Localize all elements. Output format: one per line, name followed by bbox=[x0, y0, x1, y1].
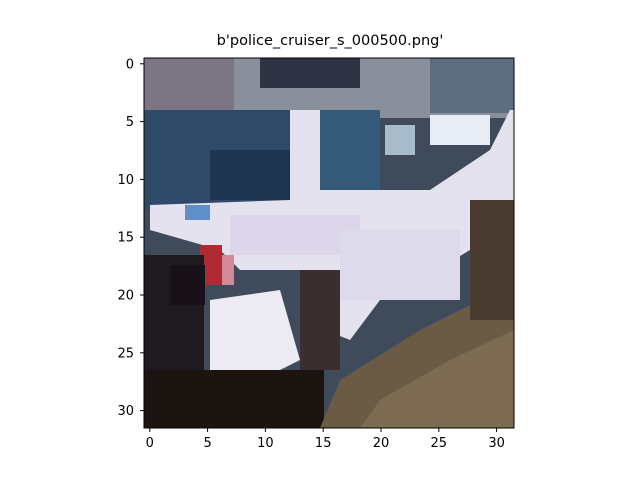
x-axis: 0 5 10 15 20 25 30 bbox=[146, 428, 505, 451]
x-tick-label: 0 bbox=[146, 436, 154, 451]
x-tick-label: 25 bbox=[431, 436, 448, 451]
y-tick-label: 10 bbox=[117, 173, 134, 188]
x-tick-label: 20 bbox=[373, 436, 390, 451]
x-tick-label: 15 bbox=[315, 436, 332, 451]
y-tick-label: 15 bbox=[117, 231, 134, 246]
y-tick-label: 5 bbox=[126, 115, 134, 130]
x-tick-label: 10 bbox=[257, 436, 274, 451]
y-tick-label: 25 bbox=[117, 346, 134, 361]
y-axis: 0 5 10 15 20 25 30 bbox=[117, 57, 144, 419]
axes-frame bbox=[143, 57, 515, 429]
y-tick-label: 0 bbox=[126, 57, 134, 72]
pixelated-photo bbox=[144, 58, 514, 428]
y-tick-label: 30 bbox=[117, 404, 134, 419]
x-tick-label: 5 bbox=[203, 436, 211, 451]
figure-title: b'police_cruiser_s_000500.png' bbox=[216, 33, 444, 49]
y-tick-label: 20 bbox=[117, 289, 134, 304]
x-tick-label: 30 bbox=[488, 436, 505, 451]
